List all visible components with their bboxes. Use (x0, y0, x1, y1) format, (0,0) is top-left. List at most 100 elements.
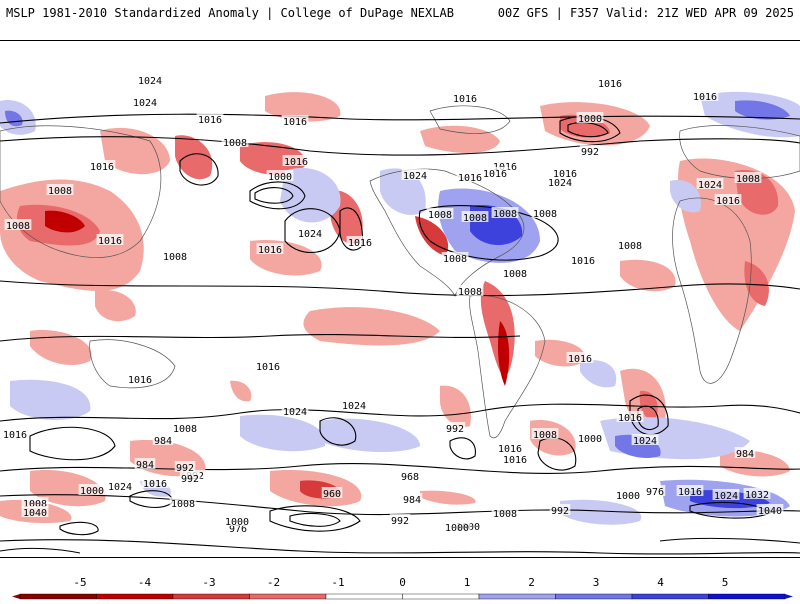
contour-label-text: 992 (176, 463, 194, 474)
contour-label: 1008 (531, 428, 559, 441)
contour-label-text: 1016 (716, 196, 740, 207)
contour-label: 1008 (426, 208, 454, 221)
contour-label: 1016 (691, 90, 719, 103)
colorbar-right-arrow (785, 594, 793, 599)
contour-label-text: 1016 (598, 79, 622, 90)
contour-label-text: 1016 (693, 92, 717, 103)
contour-label-text: 1024 (548, 178, 572, 189)
isobar-low-pacific-1 (249, 181, 306, 210)
contour-label: 1016 (596, 77, 624, 90)
isobar-1040-east (659, 537, 800, 544)
europe-outline (679, 125, 800, 179)
contour-label-text: 1000 (445, 523, 469, 534)
contour-label-text: 1008 (493, 509, 517, 520)
contour-label: 1016 (126, 373, 154, 386)
contour-label: 1000 (614, 489, 642, 502)
contour-label-text: 1016 (571, 256, 595, 267)
contour-label: 1016 (282, 155, 310, 168)
contour-label: 1008 (616, 239, 644, 252)
contour-label: 992 (579, 145, 601, 158)
greenland-outline (429, 105, 511, 134)
contour-label-text: 968 (401, 472, 419, 483)
contour-label: 1016 (481, 167, 509, 180)
isobar-1024-north (0, 113, 800, 124)
isobar-low-992 (449, 437, 476, 460)
colorbar-tick-label: 2 (528, 576, 535, 589)
colorbar-segment (555, 593, 633, 600)
contour-label: 992 (174, 461, 196, 474)
contour-label-text: 1000 (225, 517, 249, 528)
colorbar-tick-label: 5 (722, 576, 729, 589)
isobar-1040-west (0, 547, 81, 554)
colorbar-canvas: -5 -4 -3 -2 -1 0 1 2 3 4 5 (12, 576, 793, 600)
contour-label: 1008 (441, 252, 469, 265)
contour-label: 1016 (616, 411, 644, 424)
contour-label: 1024 (340, 399, 368, 412)
contour-label: 1016 (451, 92, 479, 105)
contour-label: 1000 (576, 112, 604, 125)
contour-label: 1016 (88, 160, 116, 173)
colorbar-segment (96, 593, 174, 600)
contour-label-text: 1008 (533, 430, 557, 441)
contour-label-text: 1024 (298, 229, 322, 240)
contour-label: 1016 (551, 167, 579, 180)
contour-label-text: 1016 (90, 162, 114, 173)
contour-label-text: 1024 (108, 482, 132, 493)
contour-label: 1016 (456, 171, 484, 184)
contour-label-text: 1008 (503, 269, 527, 280)
contour-label-text: 1008 (493, 209, 517, 220)
contour-label-text: 1016 (128, 375, 152, 386)
header: MSLP 1981-2010 Standardized Anomaly | Co… (0, 0, 800, 34)
contour-label-text: 1016 (498, 444, 522, 455)
contour-label: 1024 (546, 176, 574, 189)
contour-label-text: 992 (446, 424, 464, 435)
map-title: MSLP 1981-2010 Standardized Anomaly | Co… (6, 6, 454, 20)
contour-label: 1008 (501, 267, 529, 280)
contour-label: 1000 (78, 484, 106, 497)
contour-label: 1008 (734, 172, 762, 185)
isobar-low-pacific-3 (179, 153, 219, 186)
contour-label: 1016 (496, 442, 524, 455)
contour-label-text: 1016 (143, 479, 167, 490)
contour-label-text: 960 (323, 489, 341, 500)
contour-label: 1024 (136, 74, 164, 87)
contour-label: 1016 (714, 194, 742, 207)
contour-label: 1008 (221, 136, 249, 149)
contour-label-text: 1000 (578, 114, 602, 125)
contour-label: 1032 (743, 488, 771, 501)
contour-label-text: 992 (181, 474, 199, 485)
contour-label: 1016 (196, 113, 224, 126)
contour-label: 1040 (756, 504, 784, 517)
contour-label: 1008 (491, 207, 519, 220)
isobar-1008-equator (0, 334, 521, 342)
contour-label-text: 1000 (578, 434, 602, 445)
contour-label: 1024 (281, 405, 309, 418)
colorbar: -5 -4 -3 -2 -1 0 1 2 3 4 5 (0, 570, 800, 600)
isobar-low-960 (269, 505, 361, 532)
contour-label-text: 1016 (618, 413, 642, 424)
contour-label: 984 (401, 493, 423, 506)
contour-label-text: 1016 (98, 236, 122, 247)
north-america-outline (369, 168, 525, 297)
contour-label: 992 (549, 504, 571, 517)
asia-outline (0, 125, 162, 258)
contour-label-text: 992 (581, 147, 599, 158)
contour-label-text: 992 (391, 516, 409, 527)
contour-label: 1016 (1, 428, 29, 441)
contour-label: 1008 (461, 211, 489, 224)
contour-label-text: 1008 (223, 138, 247, 149)
colorbar-segment (325, 593, 403, 600)
colorbar-segment (249, 593, 327, 600)
contour-label: 1008 (171, 422, 199, 435)
contour-label: 1016 (566, 352, 594, 365)
contour-label: 1016 (141, 477, 169, 490)
contour-label-text: 1008 (618, 241, 642, 252)
contour-label-text: 1016 (483, 169, 507, 180)
contour-label: 1008 (456, 285, 484, 298)
contour-label: 992 (179, 472, 201, 485)
isobar-1016-north (0, 136, 800, 156)
contour-label-text: 1016 (503, 455, 527, 466)
isobar-low-pacific-2 (254, 187, 294, 204)
contour-label-text: 1008 (463, 213, 487, 224)
